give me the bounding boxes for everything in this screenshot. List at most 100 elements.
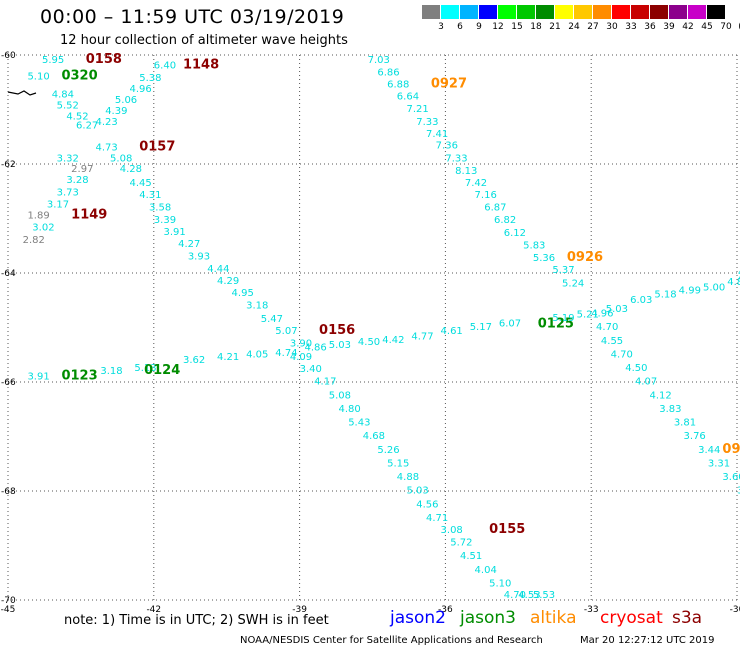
swh-value-label: 5.19	[552, 313, 574, 324]
colorbar-label: (ft)	[733, 22, 740, 32]
colorbar-swatch	[707, 5, 726, 19]
swh-value-label: 3.90	[290, 339, 312, 350]
note-text: note: 1) Time is in UTC; 2) SWH is in fe…	[64, 613, 329, 628]
swh-value-label: 5.10	[27, 72, 49, 83]
swh-value-label: 5.03	[407, 486, 429, 497]
swh-value-label: 3.76	[684, 431, 706, 442]
swh-value-label: 5.03	[606, 304, 628, 315]
colorbar-swatch	[517, 5, 536, 19]
colorbar-label: 24	[568, 22, 580, 32]
swh-value-label: 4.52	[66, 111, 88, 122]
pass-time-label: 0158	[86, 52, 122, 67]
swh-value-label: 5.53	[533, 590, 555, 601]
colorbar-label: 9	[476, 22, 482, 32]
y-tick-label: -62	[1, 160, 16, 170]
swh-value-label: 1.89	[27, 211, 49, 222]
pass-time-label: 0320	[61, 69, 97, 84]
swh-value-label: 5.06	[115, 95, 137, 106]
swh-value-label: 5.95	[42, 55, 64, 66]
pass-time-label: 1149	[71, 208, 107, 223]
swh-value-label: 2.97	[71, 164, 93, 175]
swh-value-label: 5.17	[470, 322, 492, 333]
swh-value-label: 5.72	[450, 538, 472, 549]
swh-value-label: 7.33	[445, 153, 467, 164]
colorbar-label: 12	[492, 22, 504, 32]
swh-value-label: 3.73	[57, 188, 79, 199]
swh-value-label: 3.40	[300, 364, 322, 375]
swh-value-label: 4.51	[460, 551, 482, 562]
legend-cryosat: cryosat	[600, 608, 663, 628]
swh-value-label: 6.82	[494, 215, 516, 226]
colorbar-label: 15	[511, 22, 523, 32]
colorbar-label: 18	[530, 22, 542, 32]
swh-value-label: 6.88	[387, 80, 409, 91]
swh-value-label: 3.81	[674, 418, 696, 429]
swh-value-label: 4.70	[596, 322, 618, 333]
swh-value-label: 7.16	[475, 190, 497, 201]
swh-value-label: 8.13	[455, 166, 477, 177]
map-tick-labels: -45 -42 -39 -36 -33 -30 -60 -62 -64 -66 -68 -70	[1, 51, 740, 615]
swh-value-label: 4.95	[232, 288, 254, 299]
y-tick-label: -60	[1, 51, 16, 61]
legend-altika: altika	[530, 608, 577, 628]
colorbar-label: 3	[438, 22, 444, 32]
swh-value-label: 4.29	[217, 276, 239, 287]
pass-time-label: 0155	[489, 522, 525, 537]
swh-value-label: 4.50	[358, 337, 380, 348]
swh-value-label: 4.68	[363, 431, 385, 442]
swh-value-label: 5.18	[654, 290, 676, 301]
swh-value-label: 4.50	[625, 363, 647, 374]
colorbar-label: 39	[663, 22, 675, 32]
swh-value-label: 4.96	[591, 309, 613, 320]
swh-value-label: 5.43	[348, 418, 370, 429]
colorbar-swatch	[612, 5, 631, 19]
chart-title: 00:00 – 11:59 UTC 03/19/2019	[40, 6, 345, 28]
swh-value-label: 4.17	[314, 377, 336, 388]
swh-value-label: 4.74	[275, 348, 297, 359]
swh-value-label: 4.55	[601, 336, 623, 347]
swh-value-label: 5.24	[562, 279, 584, 290]
swh-value-label: 3.17	[47, 200, 69, 211]
colorbar-swatch	[536, 5, 555, 19]
colorbar-swatch	[441, 5, 460, 19]
swh-value-label: 4.31	[139, 190, 161, 201]
colorbar-label: 70	[720, 22, 732, 32]
swh-value-label: 5.47	[261, 314, 283, 325]
swh-value-label: 7.03	[368, 55, 390, 66]
swh-value-label: 3.44	[698, 445, 720, 456]
pass-time-label: 0157	[139, 139, 175, 154]
pass-time-label: 0926	[567, 250, 603, 265]
swh-value-label: 5.15	[387, 458, 409, 469]
x-tick-label: -36	[438, 605, 453, 615]
swh-value-label: 4.07	[635, 377, 657, 388]
colorbar-swatch	[422, 5, 441, 19]
pass-time-label: 0927	[431, 77, 467, 92]
swh-value-label: 4.71	[426, 513, 448, 524]
swh-value-label: 3.08	[441, 525, 463, 536]
swh-value-label: 3.60	[722, 472, 740, 483]
colorbar-swatch	[688, 5, 707, 19]
colorbar-label: 27	[587, 22, 599, 32]
swh-value-label: 4.88	[727, 277, 740, 288]
pass-time-label: 1148	[183, 58, 219, 73]
x-tick-label: -33	[584, 605, 599, 615]
colorbar-swatch	[555, 5, 574, 19]
swh-value-label: 4.28	[120, 164, 142, 175]
pass-time-label: 092	[722, 442, 740, 457]
legend-s3a: s3a	[672, 608, 703, 628]
swh-value-label: 4.96	[130, 84, 152, 95]
swh-value-label: 6.27	[76, 121, 98, 132]
swh-value-label: 6.64	[397, 92, 419, 103]
generated-timestamp: Mar 20 12:27:12 UTC 2019	[580, 635, 715, 646]
y-tick-label: -64	[1, 269, 16, 279]
swh-value-label: 6.07	[499, 318, 521, 329]
swh-value-label: 6.86	[377, 68, 399, 79]
colorbar-swatch	[479, 5, 498, 19]
swh-value-label: 5.08	[329, 390, 351, 401]
swh-value-label: 4.05	[246, 349, 268, 360]
swh-value-label: 3.62	[183, 355, 205, 366]
x-tick-label: -42	[146, 605, 161, 615]
y-tick-label: -68	[1, 487, 16, 497]
